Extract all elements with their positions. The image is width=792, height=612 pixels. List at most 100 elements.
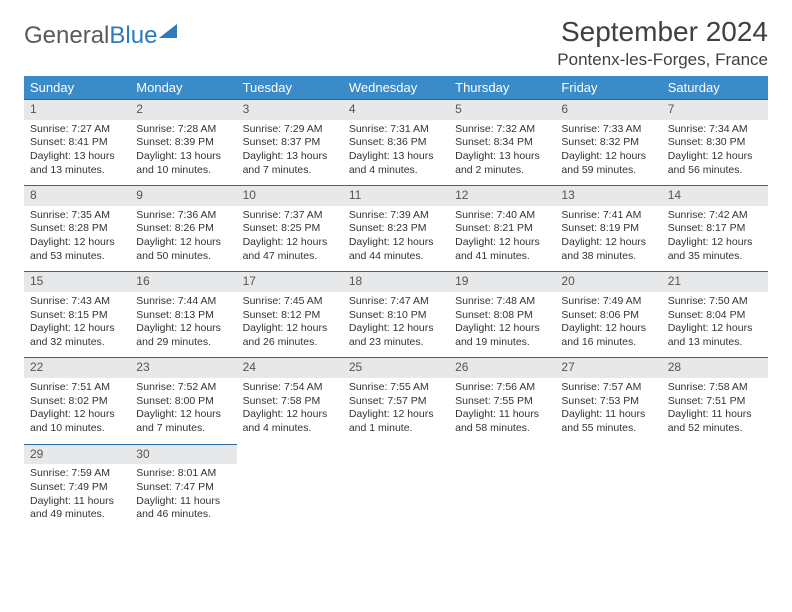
sunset-text: Sunset: 8:06 PM — [561, 309, 655, 323]
day-cell: Sunrise: 7:45 AMSunset: 8:12 PMDaylight:… — [237, 292, 343, 358]
daylight-text: and 13 minutes. — [30, 164, 124, 178]
day-cell: Sunrise: 7:40 AMSunset: 8:21 PMDaylight:… — [449, 206, 555, 272]
daynum-row: 891011121314 — [24, 185, 768, 206]
sunrise-text: Sunrise: 7:50 AM — [668, 295, 762, 309]
daylight-text: Daylight: 12 hours — [30, 408, 124, 422]
daylight-text: and 13 minutes. — [668, 336, 762, 350]
sunrise-text: Sunrise: 7:57 AM — [561, 381, 655, 395]
sunset-text: Sunset: 7:58 PM — [243, 395, 337, 409]
daylight-text: and 56 minutes. — [668, 164, 762, 178]
daylight-text: Daylight: 11 hours — [30, 495, 124, 509]
sunrise-text: Sunrise: 7:51 AM — [30, 381, 124, 395]
day-number: 5 — [449, 99, 555, 120]
day-number: 24 — [237, 357, 343, 378]
sunset-text: Sunset: 8:34 PM — [455, 136, 549, 150]
sunrise-text: Sunrise: 7:36 AM — [136, 209, 230, 223]
day-cell: Sunrise: 7:47 AMSunset: 8:10 PMDaylight:… — [343, 292, 449, 358]
sunset-text: Sunset: 8:12 PM — [243, 309, 337, 323]
sunrise-text: Sunrise: 7:33 AM — [561, 123, 655, 137]
daylight-text: and 1 minute. — [349, 422, 443, 436]
sunset-text: Sunset: 8:10 PM — [349, 309, 443, 323]
empty-cell — [449, 464, 555, 530]
daylight-text: Daylight: 11 hours — [668, 408, 762, 422]
daylight-text: and 19 minutes. — [455, 336, 549, 350]
sunrise-text: Sunrise: 8:01 AM — [136, 467, 230, 481]
day-number: 27 — [555, 357, 661, 378]
daylight-text: Daylight: 12 hours — [668, 322, 762, 336]
weekday-header: Saturday — [662, 76, 768, 99]
sunset-text: Sunset: 7:57 PM — [349, 395, 443, 409]
sunrise-text: Sunrise: 7:37 AM — [243, 209, 337, 223]
day-number: 13 — [555, 185, 661, 206]
header: GeneralBlue September 2024 Pontenx-les-F… — [24, 16, 768, 70]
daylight-text: Daylight: 12 hours — [349, 236, 443, 250]
day-cell: Sunrise: 7:32 AMSunset: 8:34 PMDaylight:… — [449, 120, 555, 186]
sunrise-text: Sunrise: 7:45 AM — [243, 295, 337, 309]
daylight-text: Daylight: 11 hours — [561, 408, 655, 422]
sunset-text: Sunset: 8:21 PM — [455, 222, 549, 236]
day-number: 4 — [343, 99, 449, 120]
day-cell: Sunrise: 7:33 AMSunset: 8:32 PMDaylight:… — [555, 120, 661, 186]
daylight-text: Daylight: 13 hours — [455, 150, 549, 164]
daynum-row: 22232425262728 — [24, 357, 768, 378]
empty-cell — [237, 464, 343, 530]
daylight-text: Daylight: 12 hours — [349, 408, 443, 422]
day-number: 8 — [24, 185, 130, 206]
daylight-text: and 16 minutes. — [561, 336, 655, 350]
daylight-text: and 52 minutes. — [668, 422, 762, 436]
daynum-row: 15161718192021 — [24, 271, 768, 292]
sunrise-text: Sunrise: 7:42 AM — [668, 209, 762, 223]
day-number: 2 — [130, 99, 236, 120]
daynum-row: 1234567 — [24, 99, 768, 120]
day-cell: Sunrise: 7:41 AMSunset: 8:19 PMDaylight:… — [555, 206, 661, 272]
day-cell: Sunrise: 7:48 AMSunset: 8:08 PMDaylight:… — [449, 292, 555, 358]
day-number: 29 — [24, 444, 130, 465]
day-cell: Sunrise: 7:57 AMSunset: 7:53 PMDaylight:… — [555, 378, 661, 444]
day-number: 6 — [555, 99, 661, 120]
sunset-text: Sunset: 8:26 PM — [136, 222, 230, 236]
sunrise-text: Sunrise: 7:58 AM — [668, 381, 762, 395]
sunset-text: Sunset: 8:37 PM — [243, 136, 337, 150]
day-number: 15 — [24, 271, 130, 292]
sunrise-text: Sunrise: 7:29 AM — [243, 123, 337, 137]
daylight-text: Daylight: 13 hours — [136, 150, 230, 164]
day-number: 1 — [24, 99, 130, 120]
daylight-text: Daylight: 12 hours — [136, 408, 230, 422]
daylight-text: Daylight: 12 hours — [243, 408, 337, 422]
daydata-row: Sunrise: 7:51 AMSunset: 8:02 PMDaylight:… — [24, 378, 768, 444]
day-number: 18 — [343, 271, 449, 292]
daylight-text: and 10 minutes. — [30, 422, 124, 436]
logo-text-1: General — [24, 22, 109, 50]
sunset-text: Sunset: 8:02 PM — [30, 395, 124, 409]
title-block: September 2024 Pontenx-les-Forges, Franc… — [557, 16, 768, 70]
sunset-text: Sunset: 7:55 PM — [455, 395, 549, 409]
sunrise-text: Sunrise: 7:55 AM — [349, 381, 443, 395]
sunset-text: Sunset: 8:08 PM — [455, 309, 549, 323]
day-number: 21 — [662, 271, 768, 292]
daylight-text: Daylight: 12 hours — [243, 322, 337, 336]
sunrise-text: Sunrise: 7:40 AM — [455, 209, 549, 223]
day-cell: Sunrise: 7:35 AMSunset: 8:28 PMDaylight:… — [24, 206, 130, 272]
day-number: 28 — [662, 357, 768, 378]
sunset-text: Sunset: 8:04 PM — [668, 309, 762, 323]
daylight-text: and 46 minutes. — [136, 508, 230, 522]
day-number: 12 — [449, 185, 555, 206]
day-cell: Sunrise: 7:27 AMSunset: 8:41 PMDaylight:… — [24, 120, 130, 186]
daynum-row: 2930 — [24, 444, 768, 465]
day-cell: Sunrise: 7:59 AMSunset: 7:49 PMDaylight:… — [24, 464, 130, 530]
day-cell: Sunrise: 7:54 AMSunset: 7:58 PMDaylight:… — [237, 378, 343, 444]
daylight-text: Daylight: 12 hours — [561, 322, 655, 336]
daylight-text: and 32 minutes. — [30, 336, 124, 350]
empty-cell — [343, 464, 449, 530]
day-cell: Sunrise: 7:31 AMSunset: 8:36 PMDaylight:… — [343, 120, 449, 186]
day-number: 9 — [130, 185, 236, 206]
daylight-text: and 49 minutes. — [30, 508, 124, 522]
day-number: 23 — [130, 357, 236, 378]
daylight-text: Daylight: 13 hours — [349, 150, 443, 164]
daylight-text: Daylight: 12 hours — [668, 236, 762, 250]
daylight-text: and 58 minutes. — [455, 422, 549, 436]
empty-cell — [662, 444, 768, 465]
daylight-text: and 50 minutes. — [136, 250, 230, 264]
empty-cell — [237, 444, 343, 465]
daydata-row: Sunrise: 7:35 AMSunset: 8:28 PMDaylight:… — [24, 206, 768, 272]
